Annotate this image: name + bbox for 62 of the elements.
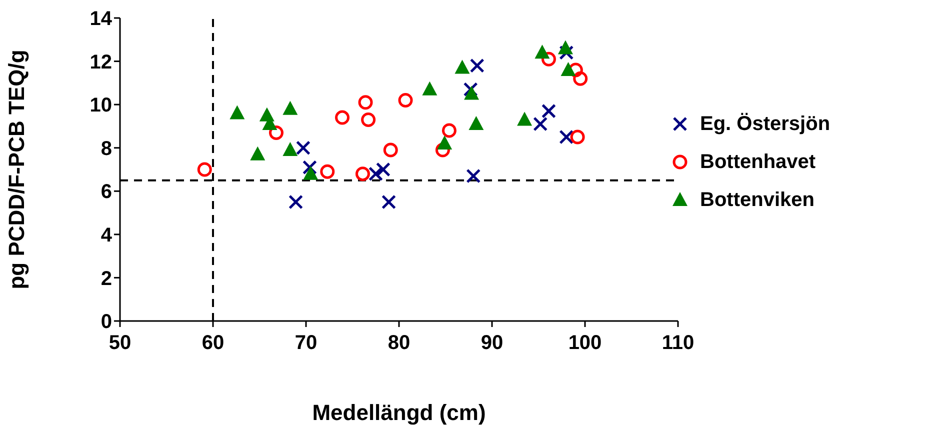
point: [517, 112, 532, 126]
legend-label: Bottenhavet: [700, 150, 816, 174]
point: [361, 112, 376, 127]
point: [320, 164, 335, 179]
point: [282, 142, 298, 156]
point: [568, 62, 583, 78]
point: [573, 71, 588, 86]
y-tick-label: 0: [100, 311, 112, 334]
x-tick-label: 110: [662, 332, 694, 354]
point: [422, 81, 438, 96]
point: [541, 52, 556, 66]
point: [358, 95, 373, 110]
y-tick-label: 2: [100, 268, 112, 290]
point: [303, 166, 318, 180]
point: [355, 166, 370, 182]
point: [302, 160, 317, 175]
point: [454, 60, 470, 74]
point: [534, 44, 550, 59]
y-tick-label: 14: [90, 8, 113, 30]
point: [288, 194, 304, 210]
point: [296, 140, 310, 156]
legend-label: Eg. Östersjön: [700, 112, 830, 136]
point: [383, 142, 398, 158]
point: [560, 62, 576, 76]
point: [533, 116, 548, 132]
point: [197, 162, 212, 177]
point: [376, 162, 390, 177]
point: [559, 45, 574, 60]
point: [470, 58, 484, 73]
legend-label: Bottenviken: [700, 188, 814, 212]
point: [368, 166, 383, 182]
point: [558, 40, 573, 54]
point: [570, 130, 585, 144]
y-axis-title: pg PCDD/F-PCB TEQ/g: [4, 50, 29, 290]
y-tick-label: 10: [90, 94, 112, 117]
y-tick-label: 6: [100, 181, 112, 204]
point: [335, 110, 350, 125]
x-tick-label: 50: [108, 332, 132, 354]
x-axis-title: Medellängd (cm): [312, 400, 486, 425]
y-tick-label: 12: [90, 51, 112, 74]
point: [282, 100, 298, 115]
point: [268, 125, 284, 140]
point: [398, 92, 413, 108]
point: [230, 105, 245, 120]
point: [382, 194, 396, 210]
point: [541, 104, 556, 118]
y-tick-label: 4: [100, 224, 113, 247]
point: [468, 116, 484, 130]
point: [250, 146, 266, 160]
x-tick-label: 90: [480, 332, 504, 354]
x-tick-label: 60: [202, 332, 224, 354]
point: [435, 142, 450, 158]
x-tick-label: 80: [388, 332, 410, 354]
point: [559, 130, 574, 144]
x-tick-label: 70: [294, 332, 318, 354]
point: [437, 136, 452, 150]
point: [464, 86, 480, 100]
x-tick-label: 100: [568, 332, 602, 354]
y-tick-label: 8: [100, 138, 112, 160]
point: [466, 168, 481, 184]
point: [463, 82, 478, 97]
point: [442, 123, 456, 138]
